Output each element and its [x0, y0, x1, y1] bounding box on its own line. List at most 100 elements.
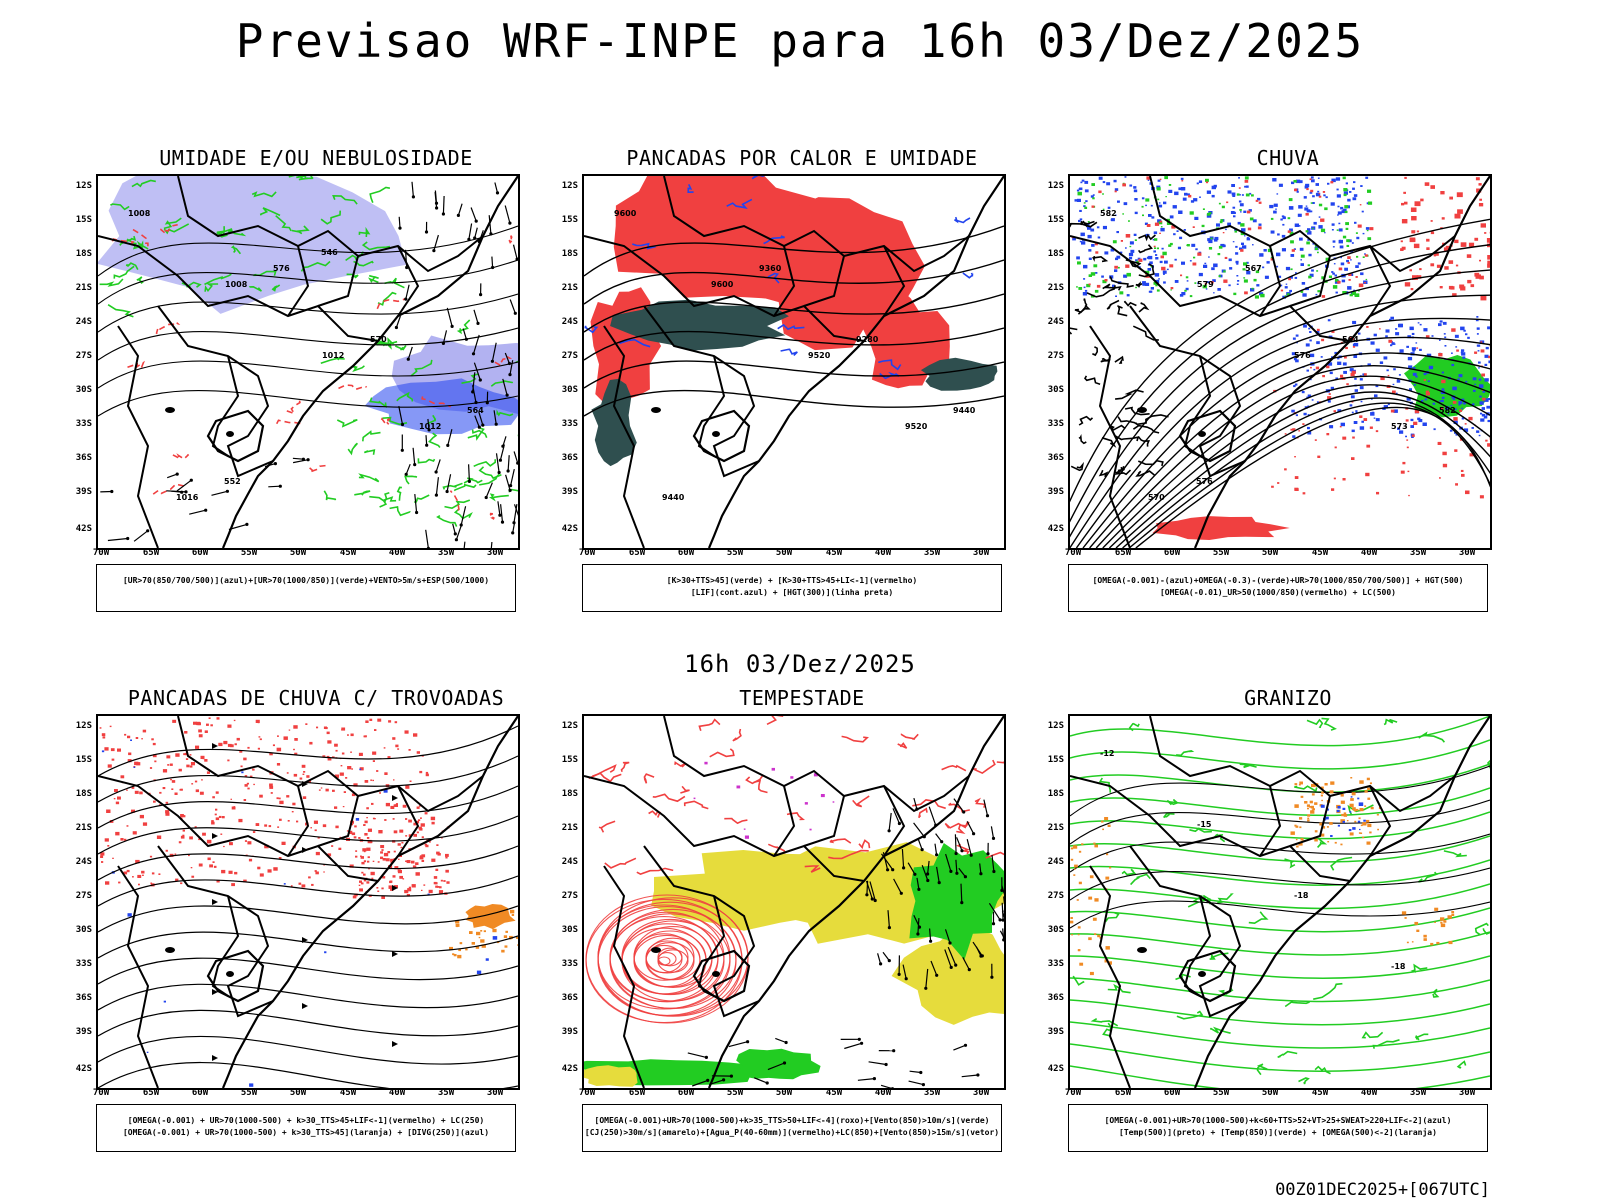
- lon-tick-label: 30W: [486, 1088, 504, 1098]
- lat-tick-label: 24S: [75, 317, 92, 327]
- panel-title: PANCADAS DE CHUVA C/ TROVOADAS: [127, 686, 505, 710]
- lat-tick-label: 21S: [75, 283, 92, 293]
- lat-tick-label: 12S: [1047, 721, 1064, 731]
- lat-tick-label: 33S: [75, 959, 92, 969]
- lat-tick-label: 21S: [561, 823, 578, 833]
- lon-tick-label: 40W: [388, 1088, 406, 1098]
- map-field-overlay: [584, 716, 1004, 1088]
- lat-tick-label: 15S: [561, 215, 578, 225]
- lon-tick-label: 70W: [92, 548, 110, 558]
- lon-tick-label: 45W: [339, 1088, 357, 1098]
- panel-legend: [UR>70(850/700/500)](azul)+[UR>70(1000/8…: [96, 564, 516, 612]
- lon-tick-label: 60W: [1163, 1088, 1181, 1098]
- lat-tick-label: 27S: [75, 891, 92, 901]
- contour-label: 576: [273, 264, 290, 273]
- map-plot: [96, 714, 520, 1090]
- contour-label: -15: [1197, 820, 1212, 829]
- panel-granizo: GRANIZO -12 -15 -18 -18 12S 15S 18S 21S 24S 27S 30S…: [1048, 686, 1528, 1186]
- lat-tick-label: 21S: [561, 283, 578, 293]
- lon-tick-label: 60W: [1163, 548, 1181, 558]
- lon-tick-label: 45W: [825, 1088, 843, 1098]
- lon-tick-label: 45W: [1311, 1088, 1329, 1098]
- panel-title: GRANIZO: [1244, 686, 1332, 710]
- lat-tick-label: 24S: [561, 317, 578, 327]
- panel-legend: [OMEGA(-0.001)-(azul)+OMEGA(-0.3)-(verde…: [1068, 564, 1488, 612]
- lon-tick-label: 55W: [240, 548, 258, 558]
- lon-tick-label: 50W: [289, 1088, 307, 1098]
- contour-label: 582: [1100, 209, 1117, 218]
- lat-tick-label: 33S: [1047, 419, 1064, 429]
- panel-legend: [OMEGA(-0.001) + UR>70(1000-500) + k>30_…: [96, 1104, 516, 1152]
- lon-tick-label: 40W: [388, 548, 406, 558]
- legend-line: [OMEGA(-0.001)+UR>70(1000-500)+k>35_TTS>…: [594, 1116, 990, 1125]
- lat-tick-label: 15S: [561, 755, 578, 765]
- lon-tick-label: 40W: [1360, 1088, 1378, 1098]
- legend-line: [K>30+TTS>45](verde) + [K>30+TTS>45+LI<-…: [666, 576, 918, 585]
- contour-label: 1008: [225, 280, 248, 289]
- map-plot: [582, 714, 1006, 1090]
- lon-tick-label: 30W: [972, 1088, 990, 1098]
- lat-tick-label: 42S: [1047, 524, 1064, 534]
- contour-label: 9280: [856, 335, 879, 344]
- lon-tick-label: 70W: [578, 1088, 596, 1098]
- lon-tick-label: 70W: [1064, 1088, 1082, 1098]
- lon-tick-label: 35W: [1409, 1088, 1427, 1098]
- lat-tick-label: 39S: [75, 1027, 92, 1037]
- map-field-overlay: [98, 716, 518, 1088]
- lon-tick-label: 35W: [923, 548, 941, 558]
- lat-tick-label: 18S: [1047, 789, 1064, 799]
- lon-tick-label: 65W: [628, 1088, 646, 1098]
- legend-line: [CJ(250)>30m/s](amarelo)+[Agua_P(40-60mm…: [584, 1128, 1000, 1137]
- lon-tick-label: 50W: [775, 1088, 793, 1098]
- lat-tick-label: 39S: [561, 487, 578, 497]
- map-plot: 582 579 576 573 570 567 564 582 576: [1068, 174, 1492, 550]
- lon-tick-label: 50W: [1261, 1088, 1279, 1098]
- lat-tick-label: 18S: [561, 789, 578, 799]
- legend-line: [Temp(500)](preto) + [Temp(850)](verde) …: [1119, 1128, 1437, 1137]
- lat-tick-label: 27S: [1047, 891, 1064, 901]
- legend-line: [OMEGA(-0.01)_UR>50(1000/850)(vermelho) …: [1159, 588, 1396, 597]
- lat-tick-label: 39S: [1047, 1027, 1064, 1037]
- lat-tick-label: 36S: [1047, 993, 1064, 1003]
- lat-tick-label: 24S: [75, 857, 92, 867]
- contour-label: 576: [1196, 477, 1213, 486]
- contour-label: 567: [1245, 264, 1262, 273]
- lat-tick-label: 18S: [561, 249, 578, 259]
- lat-tick-label: 15S: [75, 215, 92, 225]
- lon-tick-label: 40W: [874, 548, 892, 558]
- contour-label: -18: [1391, 962, 1406, 971]
- lat-tick-label: 42S: [561, 524, 578, 534]
- contour-label: 9600: [711, 280, 734, 289]
- lat-tick-label: 33S: [561, 419, 578, 429]
- lat-tick-label: 12S: [561, 181, 578, 191]
- contour-label: 546: [321, 248, 338, 257]
- panel-legend: [OMEGA(-0.001)+UR>70(1000-500)+k>35_TTS>…: [582, 1104, 1002, 1152]
- contour-label: 9440: [662, 493, 685, 502]
- lon-tick-label: 60W: [677, 548, 695, 558]
- lon-tick-label: 65W: [142, 548, 160, 558]
- lon-tick-label: 40W: [874, 1088, 892, 1098]
- panel-legend: [K>30+TTS>45](verde) + [K>30+TTS>45+LI<-…: [582, 564, 1002, 612]
- contour-label: 1012: [419, 422, 441, 431]
- legend-line: [UR>70(850/700/500)](azul)+[UR>70(1000/8…: [122, 576, 490, 585]
- panel-title: TEMPESTADE: [739, 686, 865, 710]
- lat-tick-label: 42S: [1047, 1064, 1064, 1074]
- panel-title: PANCADAS POR CALOR E UMIDADE: [626, 146, 978, 170]
- contour-label: 564: [467, 406, 484, 415]
- panel-title: CHUVA: [1256, 146, 1320, 170]
- lon-tick-label: 35W: [437, 1088, 455, 1098]
- panel-legend: [OMEGA(-0.001)+UR>70(1000-500)+k<60+TTS>…: [1068, 1104, 1488, 1152]
- legend-line: [OMEGA(-0.001) + UR>70(1000-500) + k>30_…: [127, 1116, 485, 1125]
- lon-tick-label: 70W: [1064, 548, 1082, 558]
- map-plot: 1008 1008 1012 1012 1016 576 570 564 552 546: [96, 174, 520, 550]
- lon-tick-label: 50W: [289, 548, 307, 558]
- lat-tick-label: 36S: [561, 453, 578, 463]
- lon-tick-label: 60W: [191, 1088, 209, 1098]
- main-title: Previsao WRF-INPE para 16h 03/Dez/2025: [235, 14, 1365, 68]
- contour-label: 573: [1391, 422, 1408, 431]
- lon-tick-label: 55W: [1212, 1088, 1230, 1098]
- lon-tick-label: 50W: [1261, 548, 1279, 558]
- lon-tick-label: 30W: [1458, 1088, 1476, 1098]
- lon-tick-label: 55W: [240, 1088, 258, 1098]
- contour-label: 9520: [905, 422, 928, 431]
